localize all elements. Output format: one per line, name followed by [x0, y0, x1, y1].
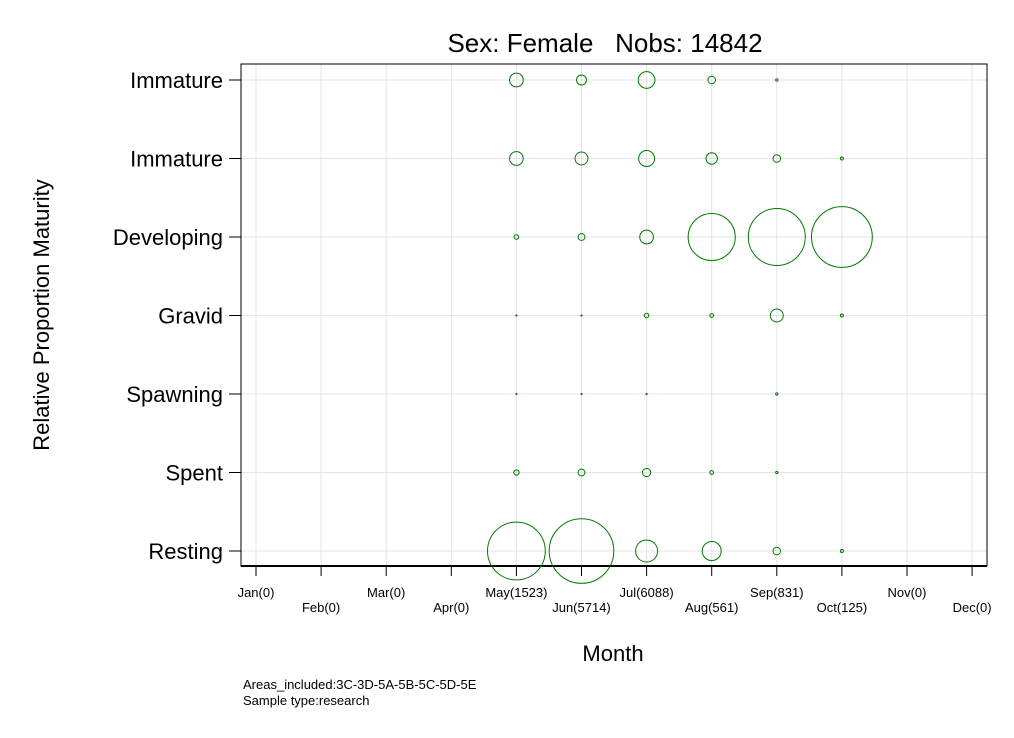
bubble: [515, 392, 518, 396]
x-tick-label: Jan(0): [238, 585, 275, 600]
bubble: [635, 539, 659, 563]
footnote: Areas_included:3C-3D-5A-5B-5C-5D-5E Samp…: [243, 677, 476, 709]
bubble: [775, 392, 779, 396]
bubble: [701, 541, 722, 561]
chart-title: Sex: Female Nobs: 14842: [447, 28, 762, 58]
bubble: [639, 229, 654, 245]
x-tick-label: Mar(0): [367, 585, 405, 600]
bubble: [839, 313, 844, 318]
y-tick-label: Spawning: [126, 382, 223, 407]
x-tick-label: Dec(0): [953, 600, 992, 615]
y-tick-label: Resting: [148, 539, 223, 564]
x-tick-label: Apr(0): [433, 600, 469, 615]
y-tick-label: Gravid: [158, 304, 223, 329]
bubble: [515, 314, 518, 317]
bubble: [709, 313, 715, 318]
bubble: [705, 152, 718, 165]
x-tick-label: May(1523): [485, 585, 547, 600]
bubble: [641, 467, 652, 478]
bubble: [638, 150, 656, 167]
bubble: [769, 308, 784, 323]
footnote-areas: Areas_included:3C-3D-5A-5B-5C-5D-5E: [243, 677, 477, 692]
bubble: [839, 548, 844, 554]
bubble: [811, 206, 873, 268]
bubble: [577, 233, 586, 241]
y-tick-label: Immature: [130, 147, 223, 172]
y-axis-label: Relative Proportion Maturity: [29, 179, 54, 450]
bubble: [577, 468, 586, 477]
bubble: [775, 470, 779, 475]
bubble: [509, 72, 524, 88]
y-tick-label: Immature: [130, 68, 223, 93]
grid: [241, 64, 987, 566]
bubble: [643, 312, 650, 319]
x-tick-label: Aug(561): [685, 600, 738, 615]
bubble: [574, 151, 589, 166]
bubble: [576, 74, 587, 86]
bubble: [580, 314, 583, 317]
bubble: [513, 469, 520, 476]
bubble: [747, 208, 806, 266]
x-axis-label: Month: [582, 641, 643, 666]
bubble: [645, 392, 648, 396]
y-tick-label: Spent: [166, 461, 224, 486]
bubble: [707, 75, 717, 85]
bubble: [637, 71, 656, 89]
bubble: [487, 521, 546, 581]
bubble: [580, 392, 583, 396]
bubble: [839, 156, 844, 161]
bubble: [548, 518, 615, 584]
footnote-sample-type: Sample type:research: [243, 693, 370, 708]
x-tick-label: Sep(831): [750, 585, 803, 600]
x-axis: Jan(0) Feb(0) Mar(0) Apr(0) May(1523) Jun(571…: [238, 565, 992, 615]
x-tick-label: Oct(125): [817, 600, 868, 615]
x-tick-label: Jul(6088): [619, 585, 673, 600]
bubble: [775, 78, 779, 82]
y-axis: Immature Immature Developing Gravid Spawning…: [113, 68, 241, 564]
x-tick-label: Nov(0): [887, 585, 926, 600]
bubble: [772, 154, 782, 163]
x-tick-label: Jun(5714): [552, 600, 611, 615]
bubble: [687, 212, 736, 262]
bubble: [509, 151, 524, 166]
x-tick-label: Feb(0): [302, 600, 340, 615]
y-tick-label: Developing: [113, 225, 223, 250]
bubble: [513, 234, 520, 240]
bubbles: [487, 71, 873, 584]
bubble: [772, 546, 782, 556]
bubble: [709, 470, 715, 475]
